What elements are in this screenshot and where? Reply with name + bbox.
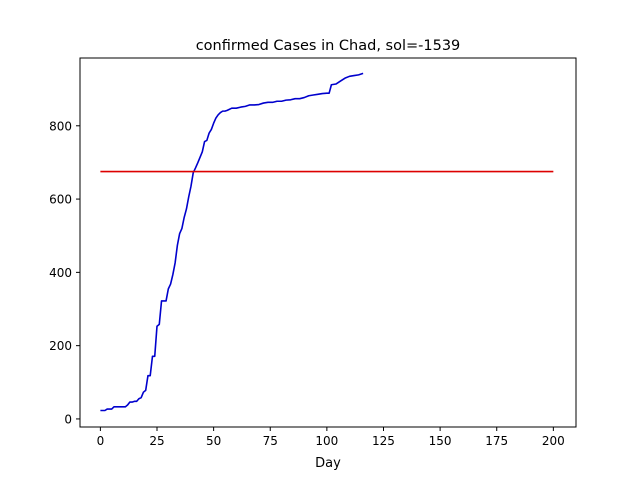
y-tick-label: 200: [49, 339, 72, 353]
x-tick-label: 100: [315, 434, 338, 448]
x-tick-label: 25: [149, 434, 164, 448]
x-tick-label: 150: [429, 434, 452, 448]
y-tick-label: 400: [49, 266, 72, 280]
axes-frame: [79, 57, 577, 428]
axis-ticks: 0 25 50 75 100 125 150 175 200 0 200 400 600 800: [49, 119, 565, 448]
x-tick-label: 75: [263, 434, 278, 448]
series-layer: [100, 72, 554, 412]
x-tick-label: 50: [206, 434, 221, 448]
x-tick-label: 0: [97, 434, 105, 448]
x-tick-label: 200: [542, 434, 565, 448]
x-tick-label: 125: [372, 434, 395, 448]
y-tick-label: 600: [49, 193, 72, 207]
chart-title: confirmed Cases in Chad, sol=-1539: [196, 38, 461, 54]
y-tick-label: 800: [49, 119, 72, 133]
y-tick-label: 0: [64, 412, 72, 426]
series-line-1: [100, 72, 364, 412]
x-axis-label: Day: [315, 456, 341, 471]
x-tick-label: 175: [485, 434, 508, 448]
